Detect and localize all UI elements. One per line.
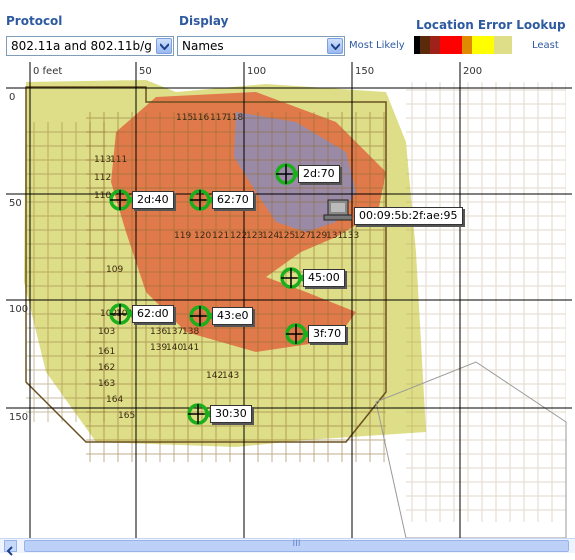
legend-swatch xyxy=(430,36,440,54)
room-number-label: 137 xyxy=(166,327,183,337)
access-point-label[interactable]: 3f:70 xyxy=(308,325,347,343)
y-tick-label: 150 xyxy=(9,412,28,423)
room-number-label: 121 xyxy=(212,231,229,241)
access-point-label[interactable]: 43:e0 xyxy=(212,307,254,325)
floor-map[interactable]: 115 116 117 118 119 120 121 122 123 124 125 127 129 1… xyxy=(6,62,572,538)
room-number-label: 141 xyxy=(182,343,199,353)
room-number-label: 139 xyxy=(150,343,167,353)
x-tick-label: 200 xyxy=(463,66,482,77)
room-number-label: 140 xyxy=(166,343,183,353)
x-tick-label: 100 xyxy=(247,66,266,77)
room-number-label: 142 xyxy=(206,371,223,381)
access-point-label[interactable]: 2d:40 xyxy=(132,191,174,209)
room-number-label: 109 xyxy=(106,265,123,275)
chevron-down-icon[interactable] xyxy=(327,38,343,54)
x-tick-label: 150 xyxy=(355,66,374,77)
display-select-value: Names xyxy=(182,39,224,53)
room-number-label: 115 xyxy=(176,113,193,123)
y-tick-label: 100 xyxy=(9,304,28,315)
room-number-label: 143 xyxy=(222,371,239,381)
room-number-label: 125 xyxy=(278,231,295,241)
room-number-label: 131 xyxy=(326,231,343,241)
scroll-thumb[interactable]: III xyxy=(24,539,569,552)
access-point-label[interactable]: 30:30 xyxy=(210,405,252,423)
room-number-label: 113 xyxy=(94,155,111,165)
legend-title: Location Error Lookup xyxy=(416,18,566,32)
access-point-label[interactable]: 45:00 xyxy=(303,269,345,287)
room-number-label: 136 xyxy=(150,327,167,337)
display-select[interactable]: Names xyxy=(177,36,345,56)
access-point-label[interactable]: 2d:70 xyxy=(298,165,340,183)
legend-swatch xyxy=(472,36,494,54)
room-number-label: 120 xyxy=(194,231,211,241)
client-laptop-icon[interactable] xyxy=(323,199,353,221)
legend-swatch xyxy=(494,36,512,54)
room-number-label: 111 xyxy=(110,155,127,165)
scroll-thumb-grip: III xyxy=(292,539,301,549)
room-number-label: 118 xyxy=(226,113,243,123)
room-number-label: 138 xyxy=(182,327,199,337)
room-number-label: 103 xyxy=(98,327,115,337)
legend-least: Least xyxy=(532,40,559,51)
legend-swatch xyxy=(420,36,430,54)
legend-swatch xyxy=(440,36,462,54)
horizontal-scrollbar[interactable]: III xyxy=(0,538,575,556)
protocol-select[interactable]: 802.11a and 802.11b/g xyxy=(6,36,174,56)
legend-swatch xyxy=(462,36,472,54)
room-number-label: 164 xyxy=(106,395,123,405)
room-number-label: 122 xyxy=(230,231,247,241)
room-number-label: 117 xyxy=(210,113,227,123)
room-number-label: 162 xyxy=(98,363,115,373)
room-number-label: 102 xyxy=(100,309,117,319)
room-number-label: 112 xyxy=(94,173,111,183)
protocol-select-value: 802.11a and 802.11b/g xyxy=(11,39,152,53)
chevron-down-icon[interactable] xyxy=(156,38,172,54)
x-tick-label: 50 xyxy=(139,66,152,77)
access-point-label[interactable]: 62:d0 xyxy=(132,305,174,323)
room-number-label: 119 xyxy=(174,231,191,241)
y-tick-label: 50 xyxy=(9,198,22,209)
room-number-label: 165 xyxy=(118,411,135,421)
room-number-label: 133 xyxy=(342,231,359,241)
room-number-label: 161 xyxy=(98,347,115,357)
display-label: Display xyxy=(179,14,229,28)
legend-most-likely: Most Likely xyxy=(349,40,405,51)
x-tick-label: 0 feet xyxy=(33,66,62,77)
room-number-label: 127 xyxy=(294,231,311,241)
room-number-label: 110 xyxy=(94,191,111,201)
room-number-label: 116 xyxy=(192,113,209,123)
client-mac-label[interactable]: 00:09:5b:2f:ae:95 xyxy=(354,207,463,225)
legend-swatch xyxy=(414,36,420,54)
y-tick-label: 0 xyxy=(9,92,15,103)
room-number-label: 123 xyxy=(246,231,263,241)
protocol-label: Protocol xyxy=(6,14,63,28)
scroll-left-button[interactable] xyxy=(4,540,17,556)
chevron-left-icon xyxy=(6,546,13,556)
room-number-label: 124 xyxy=(262,231,279,241)
room-number-label: 129 xyxy=(310,231,327,241)
room-number-label: 163 xyxy=(98,379,115,389)
access-point-label[interactable]: 62:70 xyxy=(212,191,254,209)
